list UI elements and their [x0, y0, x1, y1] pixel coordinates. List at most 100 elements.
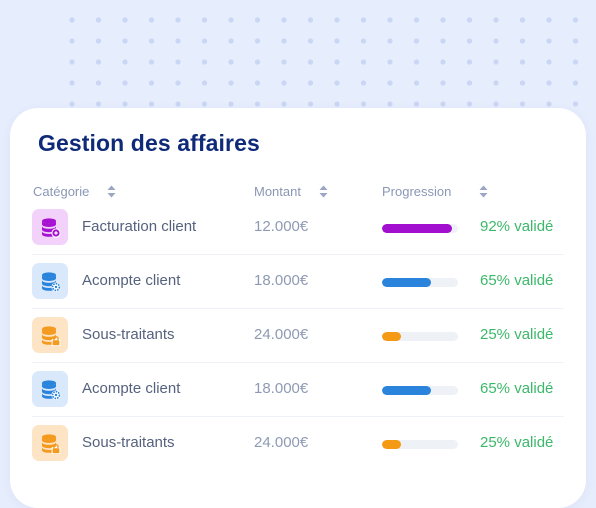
dot: [572, 101, 579, 107]
dot: [228, 59, 234, 65]
dot: [307, 59, 314, 65]
dot: [572, 80, 579, 86]
dot: [69, 38, 75, 44]
dot: [387, 59, 393, 65]
dot: [413, 80, 420, 86]
dot: [175, 59, 181, 65]
column-header-amount-label: Montant: [254, 184, 301, 199]
dot: [493, 59, 499, 65]
table-row[interactable]: Sous-traitants 24.000€ 25% validé: [32, 308, 564, 362]
dot: [254, 17, 261, 23]
dot: [334, 80, 340, 86]
dot: [466, 17, 473, 23]
progress-bar: [382, 386, 458, 395]
dot: [228, 17, 234, 23]
dot: [493, 17, 499, 23]
dot: [228, 38, 234, 44]
dot: [201, 80, 208, 86]
dot: [148, 17, 155, 23]
sort-icon[interactable]: [479, 185, 488, 198]
dot: [440, 38, 446, 44]
sort-icon[interactable]: [107, 185, 116, 198]
dot: [334, 38, 340, 44]
dot: [201, 59, 208, 65]
business-card: Gestion des affaires Catégorie Montant P…: [10, 108, 586, 508]
row-divider: [32, 362, 564, 363]
dot: [387, 80, 393, 86]
dot: [413, 101, 420, 107]
row-divider: [32, 254, 564, 255]
dot: [519, 17, 526, 23]
dot: [228, 101, 234, 107]
progress-bar: [382, 332, 458, 341]
progress-fill: [382, 278, 432, 287]
progress-fill: [382, 386, 432, 395]
dot: [546, 80, 552, 86]
dot: [95, 59, 102, 65]
dot: [122, 80, 128, 86]
dot: [175, 80, 181, 86]
category-label: Acompte client: [82, 380, 181, 397]
progress-fill: [382, 224, 452, 233]
dot: [440, 17, 446, 23]
dot: [360, 80, 367, 86]
column-header-category-label: Catégorie: [33, 184, 90, 199]
dot: [334, 101, 340, 107]
dot: [466, 38, 473, 44]
dot: [493, 80, 499, 86]
dot: [69, 59, 75, 65]
progress-fill: [382, 332, 401, 341]
dot: [148, 101, 155, 107]
progress-status: 65% validé: [480, 272, 554, 289]
dot: [281, 101, 287, 107]
dot: [254, 80, 261, 86]
dot: [307, 101, 314, 107]
dot: [334, 59, 340, 65]
dot: [175, 17, 181, 23]
dot: [334, 17, 340, 23]
dot: [201, 17, 208, 23]
category-label: Sous-traitants: [82, 434, 175, 451]
category-label: Acompte client: [82, 272, 181, 289]
column-header-progress-label: Progression: [382, 184, 452, 199]
table-row[interactable]: Facturation client 12.000€ 92% validé: [32, 200, 564, 254]
dot: [493, 38, 499, 44]
dot: [254, 38, 261, 44]
dot: [546, 59, 552, 65]
dot: [493, 101, 499, 107]
database-settings-icon: [32, 263, 68, 299]
dot: [572, 38, 579, 44]
sort-icon[interactable]: [319, 185, 328, 198]
dot: [281, 17, 287, 23]
progress-status: 25% validé: [480, 326, 554, 343]
progress-fill: [382, 440, 401, 449]
row-divider: [32, 308, 564, 309]
column-header-category[interactable]: Catégorie: [33, 184, 116, 199]
progress-bar: [382, 278, 458, 287]
dot: [307, 80, 314, 86]
dot: [387, 17, 393, 23]
dot: [95, 17, 102, 23]
column-header-progress[interactable]: Progression: [382, 184, 488, 199]
page-title: Gestion des affaires: [38, 130, 260, 156]
dot: [148, 59, 155, 65]
table-row[interactable]: Acompte client 18.000€ 65% validé: [32, 362, 564, 416]
dot: [360, 101, 367, 107]
table-row[interactable]: Acompte client 18.000€ 65% validé: [32, 254, 564, 308]
dot: [254, 59, 261, 65]
category-label: Sous-traitants: [82, 326, 175, 343]
dot: [122, 17, 128, 23]
dot: [440, 101, 446, 107]
dot: [572, 59, 579, 65]
column-header-amount[interactable]: Montant: [254, 184, 328, 199]
dot: [440, 80, 446, 86]
dot: [360, 38, 367, 44]
progress-status: 92% validé: [480, 218, 554, 235]
dot: [387, 38, 393, 44]
table-row[interactable]: Sous-traitants 24.000€ 25% validé: [32, 416, 564, 470]
dot: [69, 17, 75, 23]
progress-bar: [382, 440, 458, 449]
dot: [387, 101, 393, 107]
dot: [69, 101, 75, 107]
dot: [519, 80, 526, 86]
